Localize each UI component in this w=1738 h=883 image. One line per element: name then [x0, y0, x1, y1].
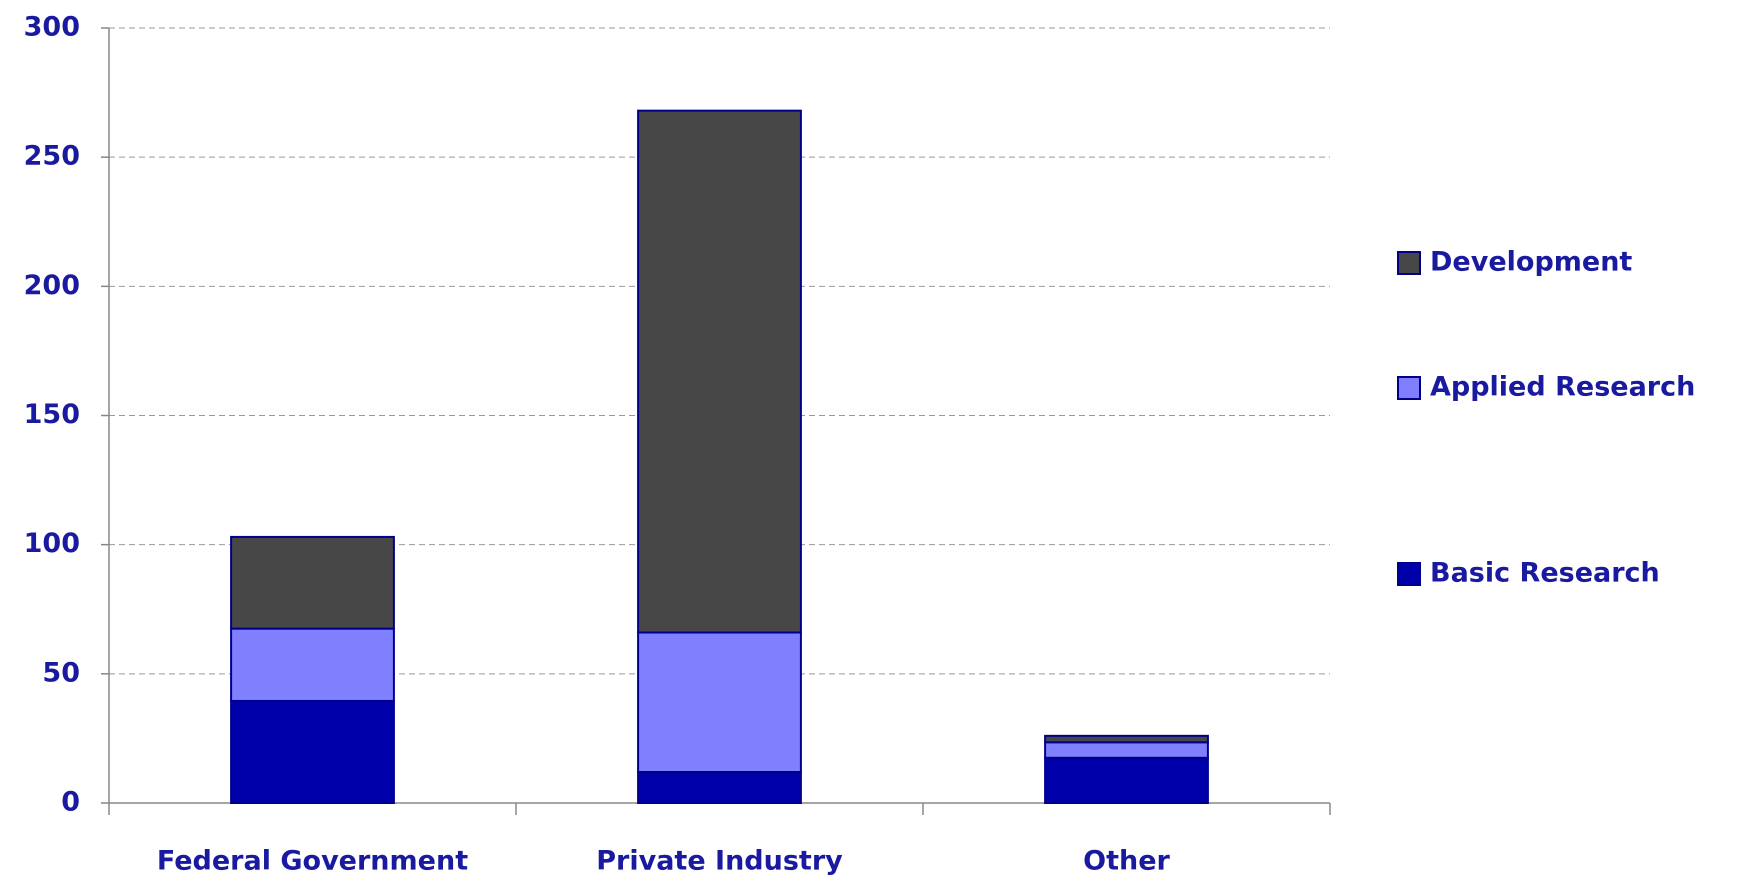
legend-label: Basic Research — [1430, 558, 1660, 589]
x-tick-label: Federal Government — [157, 846, 468, 877]
bar-segment — [230, 627, 395, 702]
bar-segment — [1044, 741, 1209, 759]
legend-swatch — [1397, 251, 1421, 275]
y-tick-label: 200 — [24, 270, 80, 301]
y-tick-label: 50 — [42, 657, 80, 688]
legend-label: Development — [1430, 247, 1632, 278]
y-tick-label: 0 — [61, 787, 80, 818]
x-tick-label: Private Industry — [596, 846, 843, 877]
y-tick-label: 250 — [24, 141, 80, 172]
y-tick-label: 150 — [24, 399, 80, 430]
bar-segment — [230, 535, 395, 630]
x-tick-label: Other — [1083, 846, 1170, 877]
bar-segment — [637, 109, 802, 634]
bar-segment — [637, 631, 802, 773]
bar-segment — [230, 699, 395, 804]
y-tick-label: 100 — [24, 528, 80, 559]
legend-label: Applied Research — [1430, 372, 1695, 403]
legend-swatch — [1397, 562, 1421, 586]
legend-swatch — [1397, 376, 1421, 400]
bar-segment — [1044, 756, 1209, 805]
bar-segment — [637, 771, 802, 804]
bar-segment — [1044, 734, 1209, 744]
y-tick-label: 300 — [24, 12, 80, 43]
